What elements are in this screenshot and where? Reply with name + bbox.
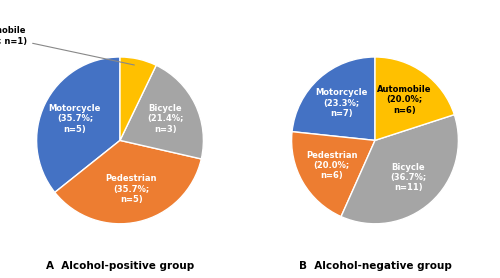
Text: Automobile
(7.1%; n=1): Automobile (7.1%; n=1)	[0, 26, 134, 65]
Text: Pedestrian
(35.7%;
n=5): Pedestrian (35.7%; n=5)	[106, 174, 157, 204]
Wedge shape	[55, 140, 202, 224]
Text: B  Alcohol-negative group: B Alcohol-negative group	[298, 261, 452, 271]
Wedge shape	[36, 57, 120, 192]
Wedge shape	[120, 65, 204, 159]
Text: Pedestrian
(20.0%;
n=6): Pedestrian (20.0%; n=6)	[306, 150, 358, 180]
Wedge shape	[375, 57, 454, 140]
Text: Motorcycle
(35.7%;
n=5): Motorcycle (35.7%; n=5)	[48, 104, 101, 133]
Text: Motorcycle
(23.3%;
n=7): Motorcycle (23.3%; n=7)	[316, 88, 368, 118]
Text: Automobile
(20.0%;
n=6): Automobile (20.0%; n=6)	[377, 85, 432, 115]
Wedge shape	[341, 115, 458, 224]
Wedge shape	[120, 57, 156, 140]
Text: A  Alcohol-positive group: A Alcohol-positive group	[46, 261, 194, 271]
Text: Bicycle
(36.7%;
n=11): Bicycle (36.7%; n=11)	[390, 163, 426, 192]
Wedge shape	[292, 57, 375, 140]
Text: Bicycle
(21.4%;
n=3): Bicycle (21.4%; n=3)	[147, 104, 184, 133]
Wedge shape	[292, 132, 375, 217]
